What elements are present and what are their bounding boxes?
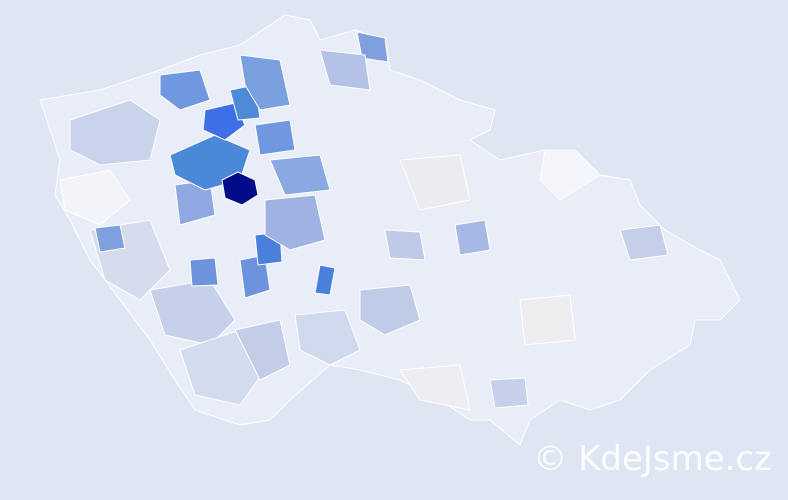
regions (39, 14, 741, 446)
region (94, 224, 126, 253)
region (489, 377, 529, 409)
region (399, 154, 471, 211)
region (539, 149, 601, 201)
region (454, 219, 491, 256)
region (294, 309, 361, 366)
region (189, 257, 219, 287)
watermark: © KdeJsme.cz (533, 439, 772, 479)
prague (221, 171, 259, 206)
region (202, 102, 246, 141)
region (69, 99, 161, 166)
region (179, 329, 266, 406)
region (234, 319, 291, 381)
region (254, 119, 296, 156)
region (159, 69, 211, 111)
region (359, 284, 421, 336)
region (619, 224, 669, 261)
region (59, 169, 131, 226)
region (264, 194, 326, 251)
region (384, 229, 426, 261)
region (269, 154, 331, 196)
region (519, 294, 576, 346)
region (314, 264, 336, 296)
region (319, 49, 371, 91)
region (399, 364, 471, 411)
region (239, 54, 291, 111)
